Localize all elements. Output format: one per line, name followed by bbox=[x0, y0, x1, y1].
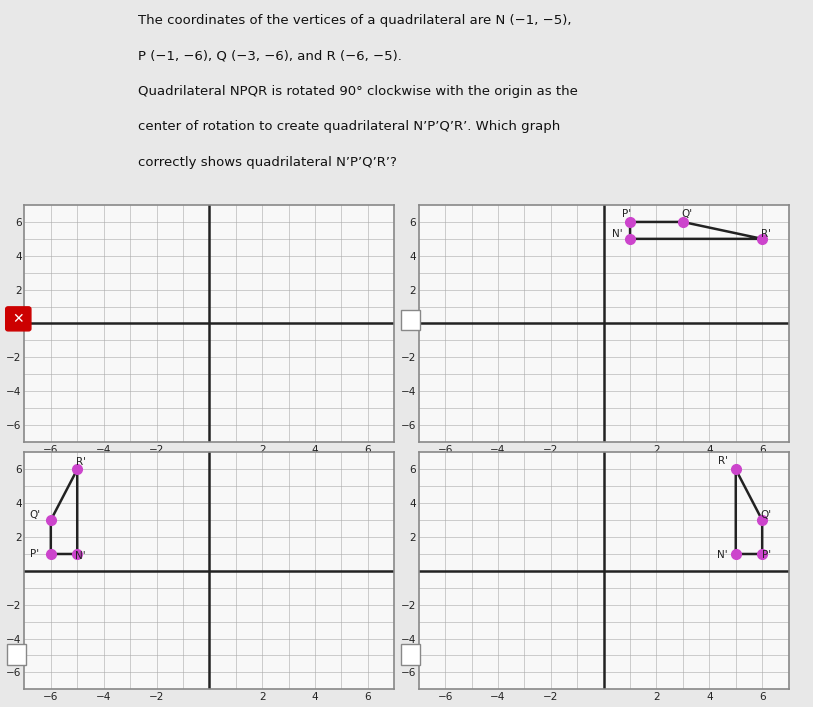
FancyBboxPatch shape bbox=[401, 310, 420, 330]
Text: P': P' bbox=[30, 549, 40, 559]
Text: Quadrilateral NPQR is rotated 90° clockwise with the origin as the: Quadrilateral NPQR is rotated 90° clockw… bbox=[138, 85, 578, 98]
Text: N': N' bbox=[611, 229, 622, 239]
FancyBboxPatch shape bbox=[7, 644, 26, 665]
Text: R': R' bbox=[76, 457, 86, 467]
Text: P (−1, −6), Q (−3, −6), and R (−6, −5).: P (−1, −6), Q (−3, −6), and R (−6, −5). bbox=[138, 49, 402, 62]
Text: N': N' bbox=[75, 551, 85, 561]
Text: ✕: ✕ bbox=[12, 312, 24, 326]
FancyBboxPatch shape bbox=[401, 644, 420, 665]
Text: The coordinates of the vertices of a quadrilateral are N (−1, −5),: The coordinates of the vertices of a qua… bbox=[138, 14, 572, 27]
Text: Q': Q' bbox=[761, 510, 772, 520]
Text: P': P' bbox=[762, 550, 771, 560]
Text: N': N' bbox=[717, 550, 728, 560]
Text: R': R' bbox=[761, 229, 772, 239]
Text: Q': Q' bbox=[29, 510, 41, 520]
FancyBboxPatch shape bbox=[6, 307, 31, 331]
Text: correctly shows quadrilateral N’P’Q’R’?: correctly shows quadrilateral N’P’Q’R’? bbox=[138, 156, 397, 168]
Text: Q': Q' bbox=[681, 209, 693, 218]
Text: center of rotation to create quadrilateral N’P’Q’R’. Which graph: center of rotation to create quadrilater… bbox=[138, 120, 560, 133]
Text: R': R' bbox=[718, 456, 728, 466]
Text: P': P' bbox=[622, 209, 631, 218]
